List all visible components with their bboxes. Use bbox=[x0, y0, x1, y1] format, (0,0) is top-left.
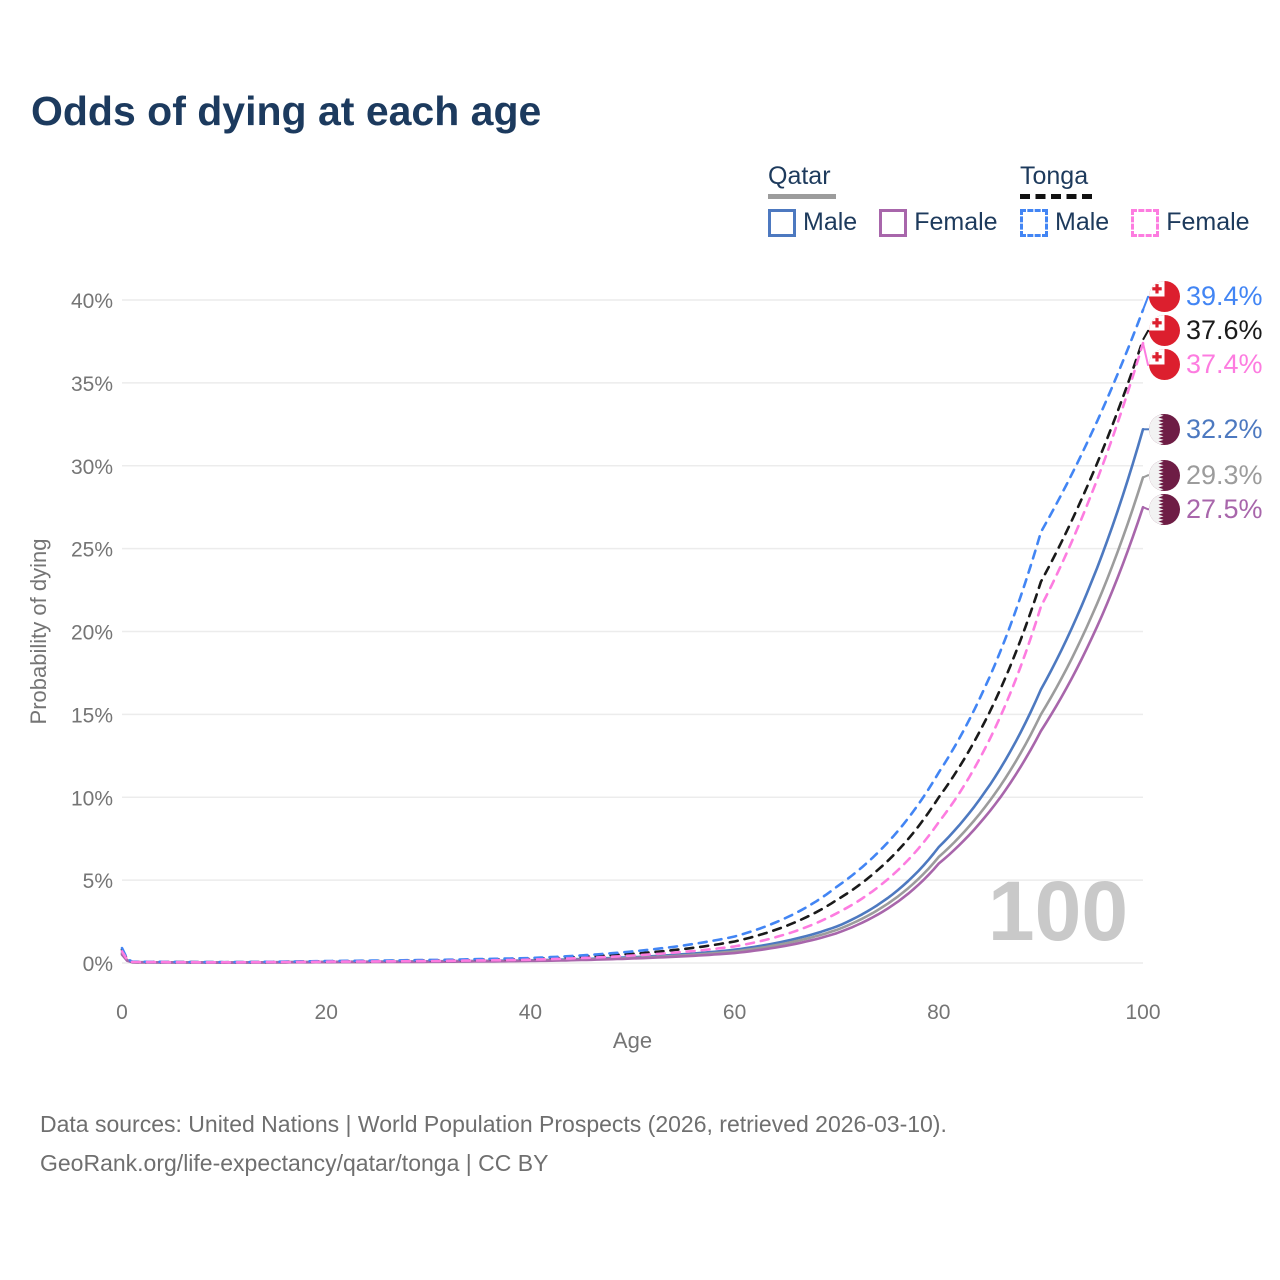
y-axis-title: Probability of dying bbox=[26, 539, 51, 725]
end-value-tonga-female: 37.4% bbox=[1186, 349, 1263, 380]
legend-label-tonga-female: Female bbox=[1166, 208, 1250, 236]
end-value-qatar-both: 29.3% bbox=[1186, 459, 1263, 490]
end-value-tonga-male: 39.4% bbox=[1186, 281, 1263, 312]
x-tick-label: 80 bbox=[927, 1001, 950, 1024]
legend-swatch-qatar-female bbox=[879, 208, 908, 237]
y-tick-label: 20% bbox=[71, 622, 113, 645]
legend-swatch-tonga-female bbox=[1131, 208, 1160, 237]
end-value-tonga-both: 37.6% bbox=[1186, 315, 1263, 346]
y-tick-label: 5% bbox=[83, 870, 113, 893]
legend-swatch-tonga-male bbox=[1020, 208, 1048, 237]
tonga-flag-icon bbox=[1149, 315, 1180, 347]
legend-country-qatar: Qatar bbox=[768, 162, 831, 190]
legend-country-tonga: Tonga bbox=[1020, 162, 1089, 190]
end-label-tonga-both: 37.6% bbox=[1149, 314, 1263, 348]
footer: Data sources: United Nations | World Pop… bbox=[40, 1105, 947, 1183]
legend-underline-qatar-solid bbox=[768, 194, 836, 199]
legend-group-tonga: Tonga Male Female bbox=[1020, 162, 1272, 237]
curve-qatar-female bbox=[120, 505, 1145, 964]
legend-label-qatar-female: Female bbox=[914, 208, 998, 236]
end-value-qatar-male: 32.2% bbox=[1186, 413, 1263, 444]
y-tick-label: 40% bbox=[71, 290, 113, 313]
end-label-qatar-male: 32.2% bbox=[1149, 412, 1263, 446]
qatar-flag-icon bbox=[1149, 459, 1180, 491]
y-tick-label: 10% bbox=[71, 787, 113, 810]
legend-underline-tonga-dashed bbox=[1020, 194, 1092, 199]
qatar-flag-icon bbox=[1149, 413, 1180, 445]
legend-label-qatar-male: Male bbox=[803, 208, 858, 236]
end-label-qatar-female: 27.5% bbox=[1149, 492, 1263, 526]
tonga-flag-icon bbox=[1149, 281, 1180, 313]
x-tick-label: 20 bbox=[315, 1001, 338, 1024]
page-title: Odds of dying at each age bbox=[31, 88, 542, 134]
curve-tonga-both bbox=[120, 338, 1145, 964]
end-label-qatar-both: 29.3% bbox=[1149, 458, 1263, 492]
footer-sources-line: Data sources: United Nations | World Pop… bbox=[40, 1111, 947, 1137]
legend-swatch-qatar-male bbox=[768, 208, 796, 237]
footer-attribution-line: GeoRank.org/life-expectancy/qatar/tonga … bbox=[40, 1150, 549, 1176]
x-tick-label: 40 bbox=[519, 1001, 542, 1024]
y-tick-label: 15% bbox=[71, 704, 113, 727]
x-axis-title: Age bbox=[613, 1028, 652, 1053]
curve-tonga-female bbox=[120, 341, 1145, 964]
qatar-flag-icon bbox=[1149, 493, 1180, 525]
end-label-tonga-male: 39.4% bbox=[1149, 280, 1263, 314]
x-tick-label: 60 bbox=[723, 1001, 746, 1024]
year-watermark: 100 bbox=[988, 864, 1128, 958]
tonga-flag-icon bbox=[1149, 349, 1180, 381]
end-value-qatar-female: 27.5% bbox=[1186, 493, 1263, 524]
x-tick-label: 100 bbox=[1125, 1001, 1160, 1024]
y-tick-label: 0% bbox=[83, 953, 113, 976]
x-tick-label: 0 bbox=[116, 1001, 128, 1024]
legend-label-tonga-male: Male bbox=[1055, 208, 1110, 236]
y-tick-label: 35% bbox=[71, 373, 113, 396]
curve-tonga-male bbox=[120, 308, 1145, 964]
y-tick-label: 25% bbox=[71, 539, 113, 562]
y-tick-label: 30% bbox=[71, 456, 113, 479]
legend-group-qatar: Qatar Male Female bbox=[768, 162, 1020, 237]
end-label-tonga-female: 37.4% bbox=[1149, 348, 1263, 382]
